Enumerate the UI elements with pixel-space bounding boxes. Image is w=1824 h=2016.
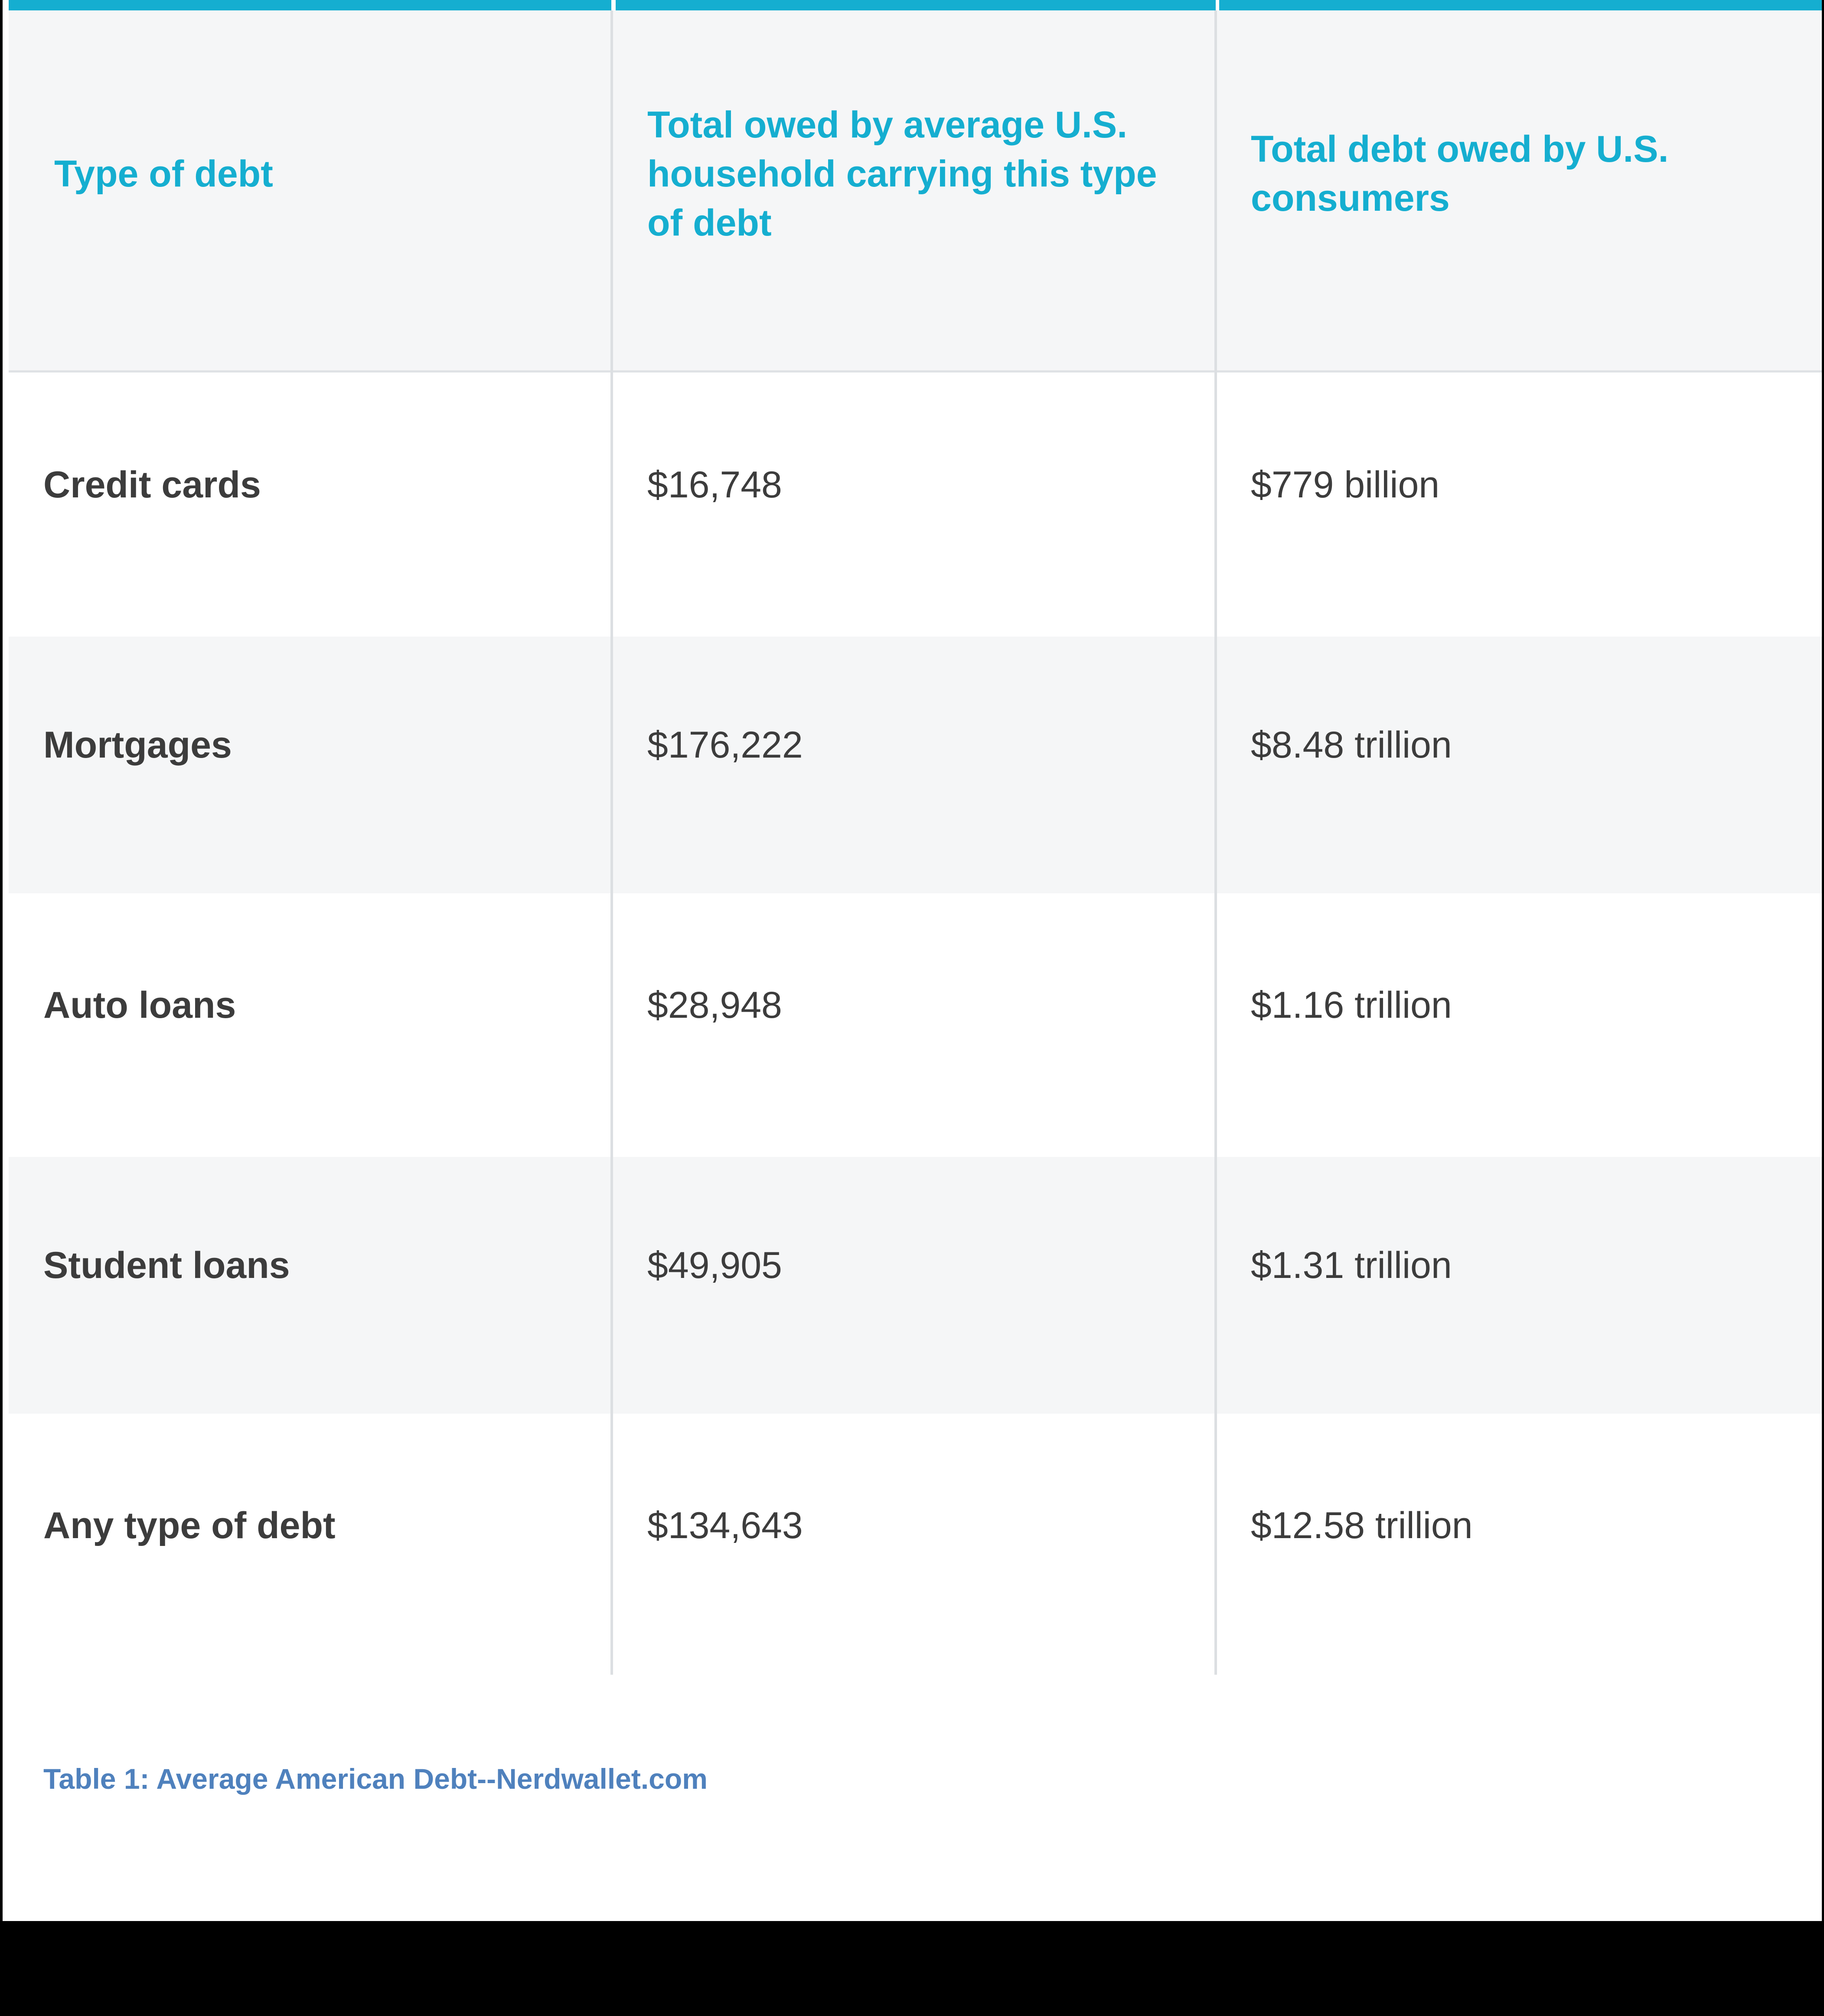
row-credit-cards-type: Credit cards (43, 464, 261, 506)
document-page: Type of debt Total owed by average U.S. … (0, 0, 1822, 1921)
header-accent-bar-col1 (9, 0, 611, 10)
row-student-loans-type: Student loans (43, 1245, 290, 1286)
row-auto-loans-type: Auto loans (43, 984, 236, 1026)
table-caption: Table 1: Average American Debt--Nerdwall… (43, 1763, 708, 1795)
row-any-debt-type: Any type of debt (43, 1505, 336, 1546)
header-type-of-debt: Type of debt (54, 153, 273, 195)
table-header-background (9, 10, 1822, 370)
row-credit-cards-household: $16,748 (647, 464, 782, 506)
row-band-mortgages (9, 637, 1822, 893)
row-mortgages-type: Mortgages (43, 724, 232, 766)
row-mortgages-total: $8.48 trillion (1251, 724, 1452, 766)
header-total-debt: Total debt owed by U.S. consumers (1251, 128, 1669, 219)
header-accent-bar-col3 (1219, 0, 1822, 10)
row-student-loans-total: $1.31 trillion (1251, 1245, 1452, 1286)
left-border (0, 0, 3, 1921)
header-accent-bar-col2 (616, 0, 1216, 10)
row-auto-loans-total: $1.16 trillion (1251, 984, 1452, 1026)
row-any-debt-household: $134,643 (647, 1505, 803, 1546)
row-band-student-loans (9, 1157, 1822, 1414)
table-header-divider (9, 370, 1822, 372)
header-household-owed: Total owed by average U.S. household car… (647, 104, 1157, 244)
column-divider-2 (1214, 10, 1217, 1675)
column-divider-1 (610, 10, 613, 1675)
row-student-loans-household: $49,905 (647, 1245, 782, 1286)
row-credit-cards-total: $779 billion (1251, 464, 1440, 506)
row-auto-loans-household: $28,948 (647, 984, 782, 1026)
row-any-debt-total: $12.58 trillion (1251, 1505, 1473, 1546)
row-mortgages-household: $176,222 (647, 724, 803, 766)
